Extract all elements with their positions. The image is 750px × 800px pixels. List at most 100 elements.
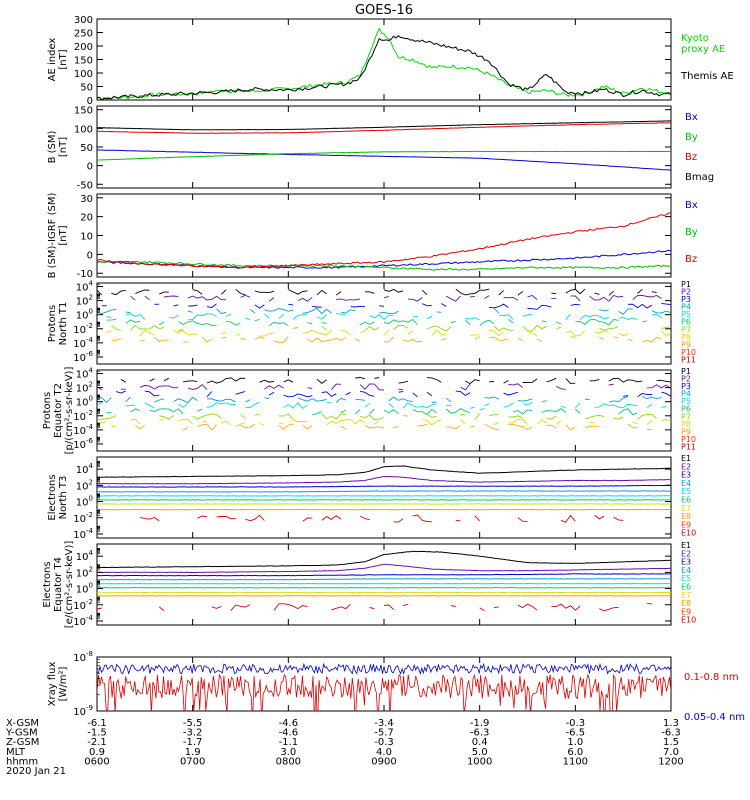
x-axis-row-value: -6.1 (87, 718, 107, 729)
x-axis-row-value: -4.6 (279, 728, 299, 739)
x-axis-row-value: 0600 (84, 756, 109, 767)
x-axis-row-value: -1.5 (87, 728, 107, 739)
legend-entry: P2 (681, 375, 691, 384)
y-tick-label: 10-2 (73, 322, 93, 336)
x-axis-row-value: 1.3 (663, 718, 679, 729)
legend-entry: E6 (681, 583, 691, 592)
y-axis-label: Equator T2 (53, 383, 64, 438)
x-axis-row-value: 6.0 (567, 747, 583, 758)
legend-entry: 0.05-0.4 nm (684, 712, 745, 723)
legend-entry: 0.1-0.8 nm (684, 672, 739, 683)
series-line (97, 122, 671, 134)
panel-ae: 300 250 200 150 100 50 0 AE index [nT] Kyotoproxy… (47, 15, 734, 107)
legend-entry: Bx (685, 200, 698, 211)
x-axis-row-value: 3.0 (280, 747, 296, 758)
y-axis-label: Electrons (42, 561, 53, 607)
series-line (97, 418, 671, 426)
y-tick-label: 10-4 (73, 614, 93, 628)
x-axis-row-value: -1.1 (279, 737, 299, 748)
legend-entry: P1 (681, 367, 691, 376)
legend-entry: E2 (681, 462, 691, 471)
legend-entry: P4 (681, 390, 691, 399)
y-tick-label: 10-4 (73, 527, 93, 541)
y-tick-label: 10-2 (73, 409, 93, 423)
y-tick-label: 10 (80, 232, 93, 243)
x-axis-row-value: 0700 (180, 756, 205, 767)
x-axis-row-value: 1.5 (663, 737, 679, 748)
y-tick-label: 10-4 (73, 423, 93, 437)
series-line (97, 260, 671, 271)
panel-plot-area (97, 212, 671, 271)
y-tick-label: 10-2 (73, 598, 93, 612)
y-tick-label: 100 (76, 495, 93, 509)
y-tick-label: 104 (76, 367, 94, 381)
series-line (97, 550, 671, 569)
legend-entry: P6 (681, 318, 691, 327)
x-axis-row-value: 1.9 (185, 747, 201, 758)
series-line (97, 563, 671, 574)
y-axis-label: Electrons (47, 474, 58, 520)
x-axis-row-value: 0900 (371, 756, 396, 767)
x-axis-row-value: 0.4 (472, 737, 488, 748)
y-tick-label: 250 (74, 29, 93, 40)
panel-plot-area (97, 289, 671, 342)
x-axis-row-value: 4.0 (376, 747, 392, 758)
legend-entry: P3 (681, 382, 691, 391)
y-tick-label: 0 (87, 250, 93, 261)
x-axis-row-value: 1.0 (567, 737, 583, 748)
y-tick-label: 50 (80, 83, 93, 94)
y-axis-label: [p/(cm²-s-sr-keV)] (64, 367, 75, 455)
legend-entry: P6 (681, 405, 691, 414)
series-line (97, 673, 671, 711)
legend-entry: E10 (681, 529, 696, 538)
y-axis-label: AE index (47, 38, 58, 82)
legend-entry: E8 (681, 599, 691, 608)
y-axis-label: North T1 (58, 302, 69, 346)
legend-entry: By (685, 132, 698, 143)
legend-entry: E7 (681, 504, 691, 513)
series-line (97, 383, 671, 391)
legend-entry: E1 (681, 541, 691, 550)
y-tick-label: 10-8 (73, 650, 93, 664)
panel-frame (96, 18, 672, 101)
legend-entry: Bz (685, 152, 697, 163)
series-line (97, 573, 671, 577)
x-axis-row-value: 1000 (467, 756, 492, 767)
y-tick-label: 300 (74, 15, 93, 26)
series-line (97, 662, 671, 676)
legend-entry: By (685, 227, 698, 238)
y-tick-label: 102 (76, 565, 93, 579)
legend-entry: P7 (681, 325, 691, 334)
legend-entry: Bz (685, 254, 697, 265)
legend-entry: P2 (681, 288, 691, 297)
y-tick-label: 100 (74, 69, 93, 80)
series-line (97, 401, 667, 410)
series-line (97, 484, 671, 488)
y-tick-label: 100 (76, 395, 93, 409)
series-line (97, 578, 671, 581)
series-line (97, 603, 652, 612)
x-axis-row-value: -0.3 (374, 737, 394, 748)
series-line (107, 409, 671, 415)
x-axis-row-value: -5.7 (374, 728, 394, 739)
series-line (97, 120, 671, 131)
y-axis-label: Protons (42, 392, 53, 429)
panel-e_equator: 104 102 100 10-2 10-4 Electrons Equator T4 [e/(… (42, 541, 696, 629)
legend-entry: E8 (681, 512, 691, 521)
panel-bigrf: 30 20 10 0 -10 B (SM)-IGRF (SM) [nT] Bx By Bz (47, 193, 698, 281)
y-tick-label: 50 (80, 143, 93, 154)
legend-entry: P1 (681, 280, 691, 289)
legend-entry: P11 (681, 355, 696, 364)
x-axis-date: 2020 Jan 21 (6, 766, 66, 777)
series-line (101, 302, 671, 310)
y-tick-label: -10 (77, 269, 93, 280)
legend-entry: E9 (681, 607, 691, 616)
y-tick-label: 20 (80, 213, 93, 224)
series-line (97, 35, 671, 100)
y-tick-label: 30 (80, 194, 93, 205)
x-axis-row-value: 5.0 (472, 747, 488, 758)
panel-frame (96, 543, 672, 626)
y-tick-label: 10-2 (73, 511, 93, 525)
series-line (97, 150, 671, 161)
